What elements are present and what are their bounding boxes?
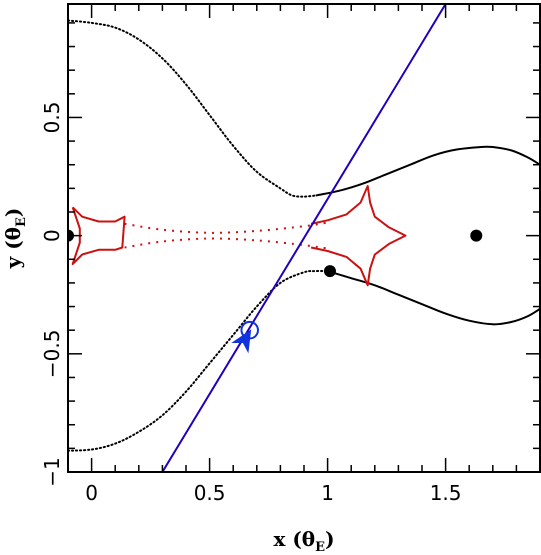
y-tick-label-0: −1 <box>40 457 64 486</box>
x-axis-label-close: ) <box>325 527 334 551</box>
x-tick-label-2: 1 <box>321 481 334 505</box>
plot-area <box>68 4 540 472</box>
y-tick-label-3: 0.5 <box>40 102 64 134</box>
caustic-left-part <box>71 206 126 265</box>
axis-tick-labels: 0 0.5 1 1.5 −1 −0.5 0 0.5 <box>40 102 462 505</box>
y-axis-label: y (θE) <box>1 208 29 270</box>
lens-position-3 <box>470 229 483 242</box>
lens-position-2 <box>323 265 336 278</box>
critical-curve-upper-dotted <box>68 19 317 198</box>
y-tick-label-1: −0.5 <box>40 330 64 379</box>
caustic-bridge-upper <box>124 221 328 234</box>
direction-arrow-icon <box>231 329 252 354</box>
x-tick-label-0: 0 <box>85 481 98 505</box>
x-axis-label-subscript: E <box>315 540 325 555</box>
critical-curve-lower-solid <box>327 270 540 326</box>
y-axis-label-close: ) <box>1 208 25 217</box>
caustic-right-part <box>310 185 407 287</box>
critical-curve-upper-solid <box>315 145 540 197</box>
critical-curve-lower-dotted <box>68 270 329 452</box>
chart-data-layer <box>68 4 540 472</box>
caustic-bridge-lower <box>124 237 328 250</box>
y-axis-label-main: y (θ <box>1 227 25 269</box>
x-tick-label-1: 0.5 <box>194 481 226 505</box>
x-axis-label-main: x (θ <box>273 527 315 551</box>
y-tick-label-2: 0 <box>40 229 64 242</box>
y-axis-label-subscript: E <box>14 217 29 227</box>
x-tick-label-3: 1.5 <box>430 481 462 505</box>
axis-ticks <box>67 4 541 473</box>
x-axis-label: x (θE) <box>273 527 334 555</box>
source-trajectory-line <box>161 4 447 472</box>
